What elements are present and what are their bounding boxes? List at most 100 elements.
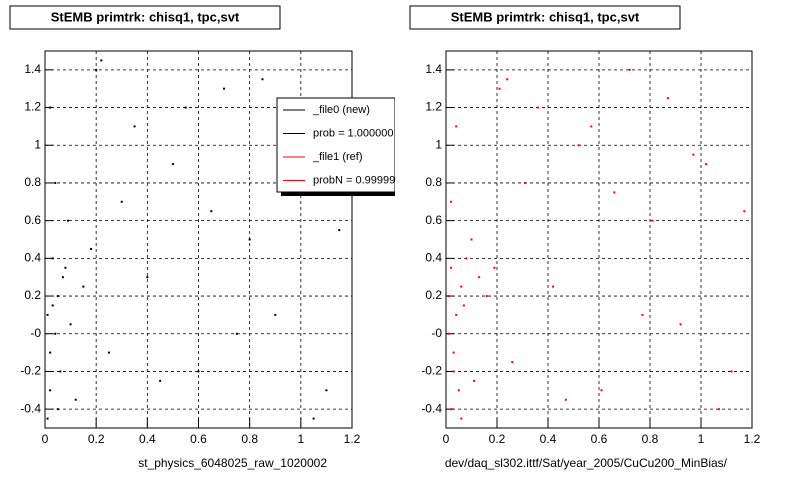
x-tick-label: 1 <box>698 432 705 446</box>
point <box>460 417 463 420</box>
point <box>730 370 733 373</box>
title-box <box>9 5 281 30</box>
point <box>577 144 580 147</box>
point <box>628 68 631 71</box>
chart-title: StEMB primtrk: chisq1, tpc,svt <box>451 9 640 24</box>
x-tick-label: 1.2 <box>344 432 361 446</box>
point <box>54 332 57 335</box>
y-tick-label: 0.4 <box>24 251 41 265</box>
x-tick-label: 0 <box>42 432 49 446</box>
point <box>666 97 669 100</box>
point <box>590 125 593 128</box>
y-tick-label: 1.2 <box>425 100 442 114</box>
point <box>184 106 187 109</box>
point <box>82 285 85 288</box>
point <box>511 361 514 364</box>
y-tick-label: -0.4 <box>20 401 41 415</box>
point <box>90 247 93 250</box>
x-tick-label: 0.6 <box>591 432 608 446</box>
point <box>450 200 453 203</box>
point <box>493 266 496 269</box>
legend-label: prob = 1.000000 <box>313 127 393 139</box>
legend-label: probN = 0.99999 <box>313 174 395 186</box>
legend-box <box>276 97 396 193</box>
x-tick-label: 0.8 <box>642 432 659 446</box>
point <box>69 323 72 326</box>
point <box>651 219 654 222</box>
y-tick-label: 0.8 <box>24 175 41 189</box>
point <box>325 389 328 392</box>
point <box>447 332 450 335</box>
point <box>197 370 200 373</box>
x-tick-label: 0.6 <box>190 432 207 446</box>
point <box>146 276 149 279</box>
point <box>450 408 453 411</box>
point <box>470 238 473 241</box>
point <box>120 200 123 203</box>
point <box>171 163 174 166</box>
point <box>312 417 315 420</box>
y-tick-label: -0.2 <box>20 364 41 378</box>
title-box <box>409 5 681 30</box>
point <box>56 295 59 298</box>
point <box>455 125 458 128</box>
point <box>455 313 458 316</box>
point <box>274 313 277 316</box>
point <box>600 389 603 392</box>
x-tick-label: 1.2 <box>744 432 761 446</box>
point <box>223 87 226 90</box>
point <box>506 78 509 81</box>
point <box>95 68 98 71</box>
point <box>338 229 341 232</box>
y-tick-label: 0.2 <box>425 288 442 302</box>
point <box>552 285 555 288</box>
y-tick-label: 1.4 <box>24 62 41 76</box>
point <box>64 266 67 269</box>
point <box>67 219 70 222</box>
x-axis-label: st_physics_6048025_raw_1020002 <box>138 456 327 470</box>
point <box>452 370 455 373</box>
point <box>692 153 695 156</box>
point <box>54 181 57 184</box>
panel-mask <box>395 90 400 200</box>
point <box>447 295 450 298</box>
y-tick-label: -0 <box>30 326 41 340</box>
x-tick-label: 0.4 <box>139 432 156 446</box>
y-tick-label: 0.6 <box>425 213 442 227</box>
x-tick-label: 1 <box>297 432 304 446</box>
y-tick-label: 1.2 <box>24 100 41 114</box>
point <box>743 210 746 213</box>
x-tick-label: 0.4 <box>540 432 557 446</box>
point <box>473 379 476 382</box>
y-tick-label: 1 <box>435 137 442 151</box>
point <box>457 389 460 392</box>
point <box>452 351 455 354</box>
point <box>235 332 238 335</box>
point <box>210 210 213 213</box>
point <box>248 238 251 241</box>
legend-label: _file1 (ref) <box>312 151 363 163</box>
point <box>74 398 77 401</box>
point <box>717 408 720 411</box>
point <box>524 181 527 184</box>
point <box>460 285 463 288</box>
point <box>56 408 59 411</box>
point <box>465 257 468 260</box>
point <box>536 106 539 109</box>
x-tick-label: 0.2 <box>88 432 105 446</box>
y-tick-label: -0.2 <box>421 364 442 378</box>
legend-label: _file0 (new) <box>312 104 370 116</box>
y-tick-label: 0.2 <box>24 288 41 302</box>
point <box>498 87 501 90</box>
point <box>49 351 52 354</box>
point <box>450 266 453 269</box>
point <box>59 370 62 373</box>
point <box>46 417 49 420</box>
y-tick-label: -0.4 <box>421 401 442 415</box>
point <box>478 276 481 279</box>
y-tick-label: 1.4 <box>425 62 442 76</box>
x-tick-label: 0.8 <box>241 432 258 446</box>
x-tick-label: 0.2 <box>489 432 506 446</box>
